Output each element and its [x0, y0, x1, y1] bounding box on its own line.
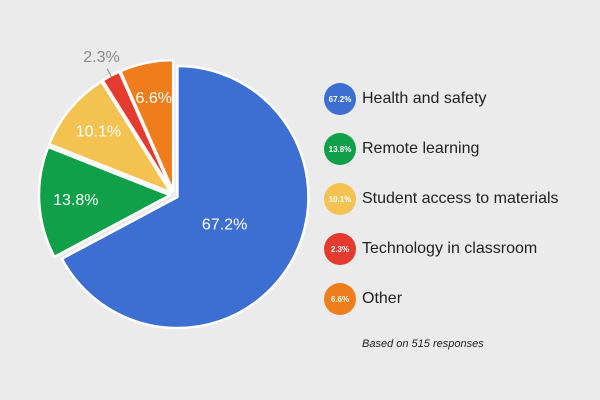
- slice-label-health-and-safety: 67.2%: [202, 217, 247, 234]
- legend-label: Health and safety: [362, 90, 487, 107]
- pie-chart: 67.2% 13.8% 10.1% 2.3% 6.6%: [37, 49, 310, 330]
- slice-label-student-access-to-materials: 10.1%: [76, 123, 121, 140]
- legend-badge: 10.1%: [324, 183, 356, 215]
- legend-label: Student access to materials: [362, 190, 559, 207]
- slice-label-remote-learning: 13.8%: [53, 192, 98, 209]
- legend-badge: 2.3%: [324, 233, 356, 265]
- legend-item-health-and-safety[interactable]: 67.2% Health and safety: [324, 74, 594, 124]
- legend-item-student-access[interactable]: 10.1% Student access to materials: [324, 174, 594, 224]
- footnote: Based on 515 responses: [362, 338, 484, 350]
- pie-slice-health-and-safety[interactable]: [60, 64, 310, 330]
- pie-slice-other[interactable]: [119, 58, 175, 193]
- legend-label: Other: [362, 290, 403, 307]
- leader-line: [106, 68, 113, 78]
- legend-item-other[interactable]: 6.6% Other: [324, 274, 594, 324]
- legend-badge: 6.6%: [324, 283, 356, 315]
- legend-label: Remote learning: [362, 140, 480, 157]
- legend-item-remote-learning[interactable]: 13.8% Remote learning: [324, 124, 594, 174]
- legend-badge: 13.8%: [324, 133, 356, 165]
- legend: 67.2% Health and safety 13.8% Remote lea…: [324, 74, 594, 324]
- pie-slice-remote-learning[interactable]: [37, 145, 172, 259]
- slice-label-technology-in-classroom: 2.3%: [83, 49, 119, 66]
- slice-label-other: 6.6%: [136, 90, 172, 107]
- legend-label: Technology in classroom: [362, 240, 538, 257]
- legend-item-technology[interactable]: 2.3% Technology in classroom: [324, 224, 594, 274]
- pie-slice-student-access-to-materials[interactable]: [47, 80, 173, 194]
- legend-badge: 67.2%: [324, 83, 356, 115]
